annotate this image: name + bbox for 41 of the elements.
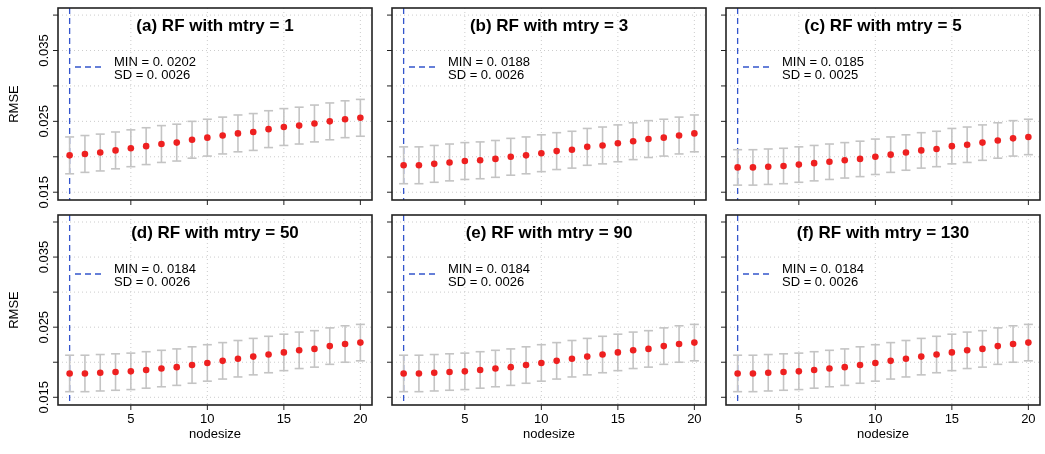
- x-axis-title: nodesize: [856, 426, 910, 441]
- text: (a) RF with mtry = 1: [136, 16, 294, 35]
- y-tick-label: 0.025: [36, 310, 51, 344]
- annotation: MIN = 0. 0202: [114, 54, 197, 69]
- x-tick-label: 15: [944, 411, 960, 426]
- y-axis-title: RMSE: [6, 84, 21, 123]
- y-tick-label: 0.025: [36, 105, 51, 138]
- x-tick-label: 5: [127, 411, 135, 426]
- annotation: MIN = 0. 0185: [782, 54, 865, 69]
- annotation: MIN = 0. 0184: [448, 261, 531, 276]
- text: (b) RF with mtry = 3: [469, 16, 629, 35]
- text: (f) RF with mtry = 130: [796, 223, 970, 242]
- text: (e) RF with mtry = 90: [465, 223, 633, 242]
- annotation: MIN = 0. 0184: [782, 261, 865, 276]
- x-tick-label: 20: [687, 411, 702, 426]
- y-tick-label: 0.015: [36, 381, 51, 414]
- annotation: SD = 0. 0026: [114, 67, 191, 82]
- annotation: MIN = 0. 0184: [114, 261, 197, 276]
- y-tick-label: 0.035: [36, 34, 51, 67]
- x-tick-label: 10: [868, 411, 883, 426]
- x-tick-label: 15: [610, 411, 626, 426]
- x-tick-label: 5: [795, 411, 803, 426]
- x-tick-label: 5: [461, 411, 469, 426]
- y-tick-label: 0.015: [36, 175, 51, 209]
- x-axis-title: nodesize: [522, 426, 576, 441]
- y-tick-label: 0.035: [36, 240, 51, 274]
- annotation: SD = 0. 0026: [448, 274, 525, 289]
- x-tick-label: 20: [1021, 411, 1036, 426]
- annotation: SD = 0. 0026: [114, 274, 191, 289]
- annotation: MIN = 0. 0188: [448, 54, 531, 69]
- x-tick-label: 10: [534, 411, 549, 426]
- x-tick-label: 20: [353, 411, 368, 426]
- annotation: SD = 0. 0026: [448, 67, 525, 82]
- x-tick-label: 15: [276, 411, 292, 426]
- y-axis-title: RMSE: [6, 290, 21, 329]
- x-axis-title: nodesize: [188, 426, 242, 441]
- text: (c) RF with mtry = 5: [804, 16, 962, 35]
- annotation: SD = 0. 0025: [782, 67, 859, 82]
- annotation: SD = 0. 0026: [782, 274, 859, 289]
- text: (d) RF with mtry = 50: [131, 223, 299, 242]
- x-tick-label: 10: [200, 411, 215, 426]
